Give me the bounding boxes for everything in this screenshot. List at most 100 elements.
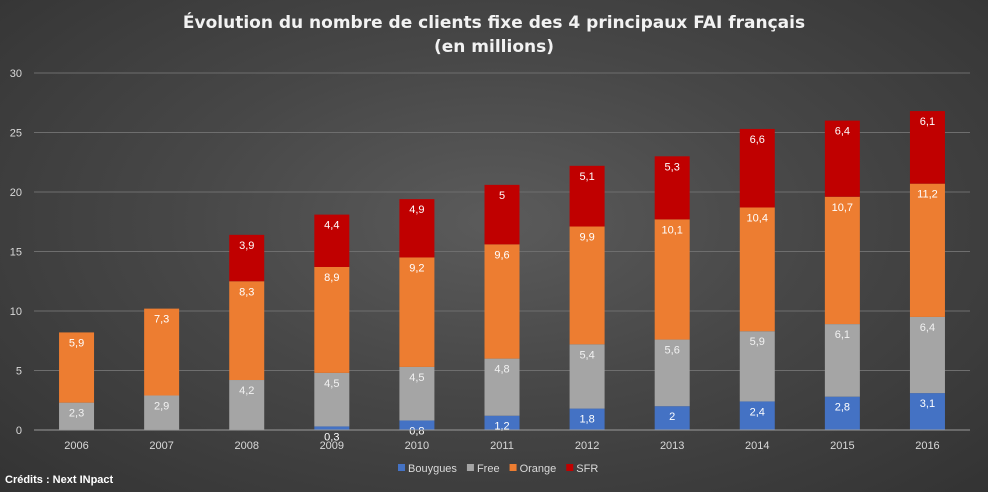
data-label-free-2010: 4,5	[409, 372, 424, 384]
bar-sfr-2011	[484, 184, 520, 245]
bar-bouygues-2011	[484, 415, 520, 430]
legend-label-orange: Orange	[520, 463, 557, 475]
legend-swatch-orange	[509, 464, 517, 471]
data-label-sfr-2015: 6,4	[835, 126, 850, 138]
bar-free-2010	[399, 366, 435, 421]
data-label-bouygues-2009: 0,3	[324, 431, 339, 443]
data-label-bouygues-2016: 3,1	[920, 398, 935, 410]
x-tick-label: 2008	[234, 440, 258, 452]
data-label-orange-2015: 10,7	[832, 202, 853, 214]
bar-orange-2006	[59, 332, 95, 403]
y-tick-label: 30	[10, 68, 22, 80]
data-label-free-2011: 4,8	[494, 364, 509, 376]
x-tick-label: 2013	[660, 440, 684, 452]
bars	[59, 111, 945, 430]
x-tick-label: 2009	[320, 440, 344, 452]
legend-label-sfr: SFR	[576, 463, 598, 475]
data-label-sfr-2009: 4,4	[324, 220, 339, 232]
data-label-sfr-2011: 5	[499, 190, 505, 202]
y-tick-label: 25	[10, 128, 22, 140]
data-label-orange-2006: 5,9	[69, 337, 84, 349]
bar-sfr-2014	[739, 128, 775, 208]
credits: Crédits : Next INpact	[5, 474, 114, 486]
data-label-sfr-2010: 4,9	[409, 204, 424, 216]
bar-free-2014	[739, 331, 775, 402]
data-label-orange-2012: 9,9	[579, 232, 594, 244]
y-tick-label: 10	[10, 306, 22, 318]
data-label-bouygues-2015: 2,8	[835, 402, 850, 414]
data-label-orange-2008: 8,3	[239, 286, 254, 298]
bar-free-2008	[229, 380, 265, 430]
data-label-free-2006: 2,3	[69, 408, 84, 420]
legend: Bouygues Free Orange SFR	[398, 463, 598, 475]
x-axis: 2006 2007 2008 2009 2010 2011 2012 2013 2014 2015…	[34, 429, 970, 452]
x-tick-label: 2010	[405, 440, 429, 452]
data-label-sfr-2016: 6,1	[920, 116, 935, 128]
bar-bouygues-2016	[909, 393, 945, 430]
legend-swatch-free	[466, 464, 474, 471]
bar-bouygues-2015	[824, 396, 860, 430]
x-tick-label: 2011	[490, 440, 514, 452]
bar-orange-2015	[824, 196, 860, 325]
bar-free-2011	[484, 358, 520, 416]
data-labels: 2,3 5,9 2,9 7,3 4,2 8,3 3,9 0,3 4,5 8,9 4,4 0,8 4,5 9…	[69, 116, 938, 443]
bar-bouygues-2013	[654, 406, 690, 430]
y-tick-label: 15	[10, 247, 22, 259]
data-label-bouygues-2013: 2	[669, 411, 675, 423]
bar-sfr-2008	[229, 234, 265, 282]
x-tick-label: 2016	[915, 440, 939, 452]
data-label-orange-2009: 8,9	[324, 272, 339, 284]
bar-free-2013	[654, 339, 690, 407]
bar-sfr-2016	[909, 111, 945, 184]
data-label-orange-2013: 10,1	[661, 224, 682, 236]
data-label-bouygues-2012: 1,8	[579, 414, 594, 426]
bar-orange-2014	[739, 207, 775, 332]
data-label-free-2012: 5,4	[579, 349, 594, 361]
data-label-sfr-2012: 5,1	[579, 171, 594, 183]
data-label-free-2015: 6,1	[835, 329, 850, 341]
bar-free-2006	[59, 402, 95, 430]
bar-free-2007	[144, 395, 180, 430]
bar-sfr-2010	[399, 199, 435, 258]
data-label-orange-2011: 9,6	[494, 249, 509, 261]
y-axis: 0 5 10 15 20 25 30	[10, 68, 22, 437]
bar-sfr-2013	[654, 156, 690, 220]
bar-orange-2010	[399, 257, 435, 367]
x-tick-label: 2014	[745, 440, 769, 452]
bar-bouygues-2010	[399, 420, 435, 430]
bar-sfr-2009	[314, 214, 350, 267]
data-label-sfr-2013: 5,3	[665, 161, 680, 173]
y-tick-label: 5	[16, 366, 22, 378]
bar-free-2015	[824, 324, 860, 397]
bar-sfr-2015	[824, 120, 860, 197]
legend-swatch-sfr	[566, 464, 574, 471]
bar-bouygues-2014	[739, 401, 775, 430]
legend-swatch-bouygues	[398, 464, 405, 471]
data-label-bouygues-2011: 1,2	[494, 421, 509, 433]
data-label-free-2008: 4,2	[239, 385, 254, 397]
legend-label-free: Free	[477, 463, 500, 475]
data-label-free-2016: 6,4	[920, 322, 935, 334]
y-tick-label: 0	[16, 425, 22, 437]
data-label-orange-2016: 11,2	[917, 189, 938, 201]
bar-free-2012	[569, 344, 605, 409]
data-label-orange-2007: 7,3	[154, 314, 169, 326]
data-label-free-2007: 2,9	[154, 400, 169, 412]
data-label-sfr-2014: 6,6	[750, 134, 765, 146]
legend-label-bouygues: Bouygues	[408, 463, 457, 475]
data-label-orange-2014: 10,4	[747, 212, 768, 224]
x-tick-label: 2012	[575, 440, 599, 452]
data-label-sfr-2008: 3,9	[239, 240, 254, 252]
data-label-bouygues-2010: 0,8	[409, 425, 424, 437]
bar-orange-2013	[654, 219, 690, 340]
bar-free-2016	[909, 316, 945, 394]
bar-sfr-2012	[569, 165, 605, 227]
bar-bouygues-2012	[569, 408, 605, 430]
bar-bouygues-2009	[314, 426, 350, 430]
x-tick-label: 2015	[830, 440, 854, 452]
data-label-free-2014: 5,9	[750, 336, 765, 348]
bar-orange-2016	[909, 183, 945, 317]
bar-orange-2011	[484, 244, 520, 359]
data-label-free-2009: 4,5	[324, 378, 339, 390]
bar-orange-2012	[569, 226, 605, 345]
